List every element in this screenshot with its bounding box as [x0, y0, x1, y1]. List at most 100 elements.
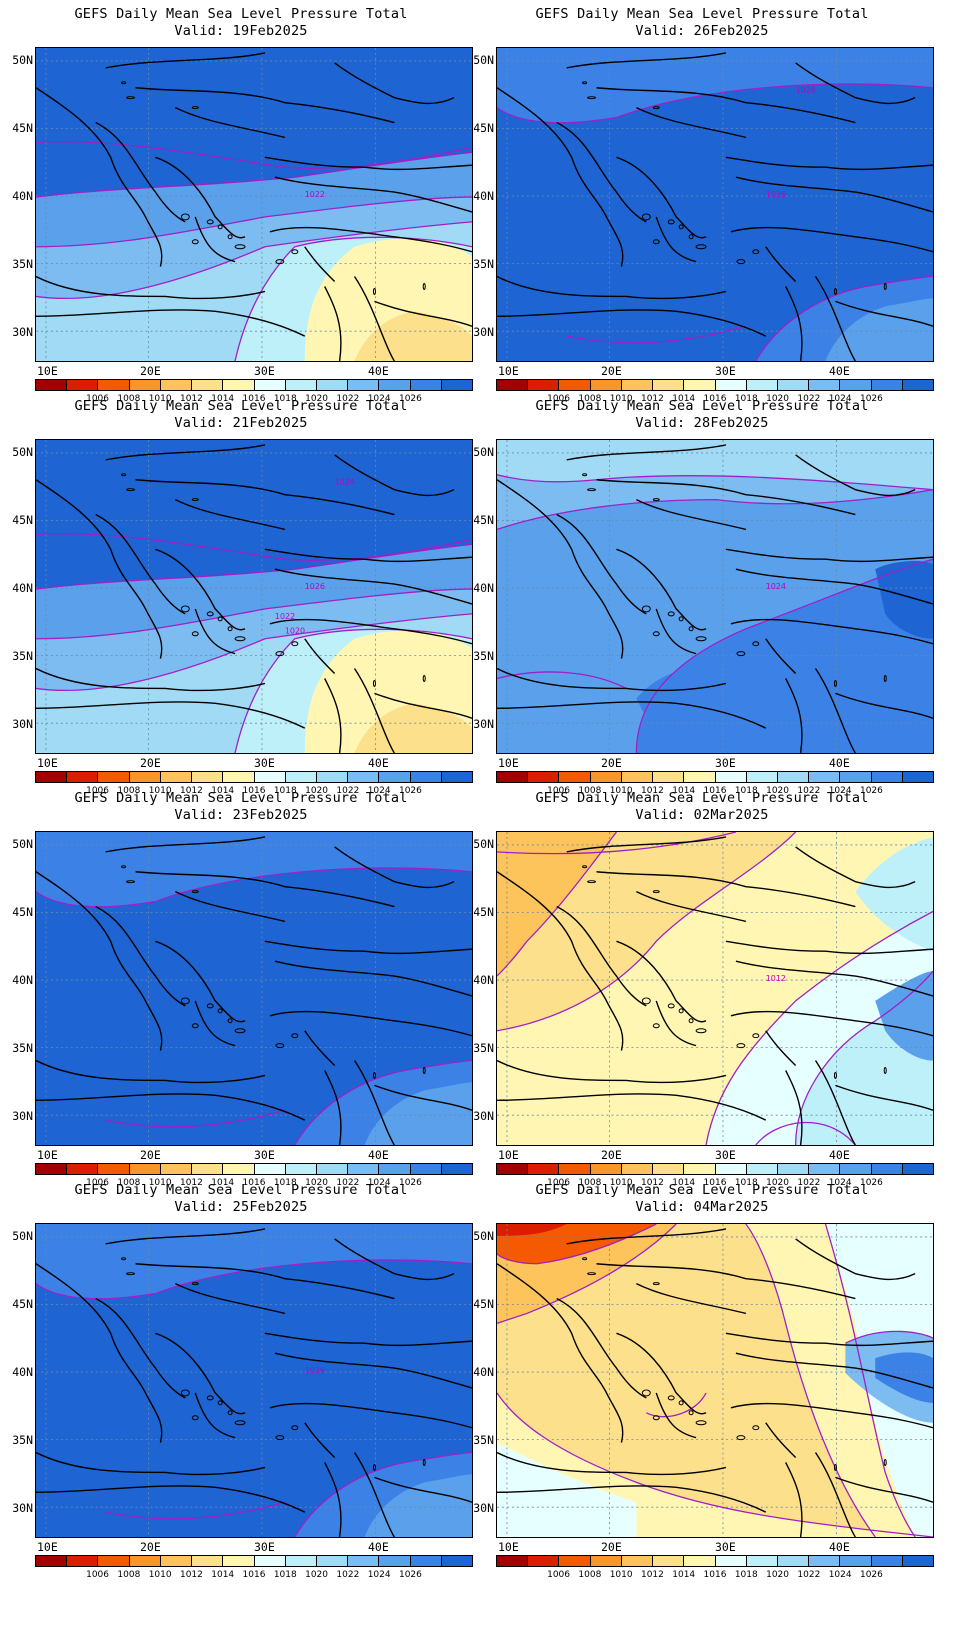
island [291, 1033, 299, 1039]
colorbar [496, 1555, 934, 1567]
isobar-line [36, 613, 472, 691]
colorbar-swatch [192, 380, 224, 390]
colorbar-swatch [98, 1164, 130, 1174]
coastline [556, 121, 647, 223]
pressure-band [497, 1224, 567, 1236]
island [372, 1071, 376, 1079]
isobar-line [566, 325, 747, 344]
island [652, 106, 660, 110]
island [372, 679, 376, 687]
colorbar-swatch [285, 1164, 317, 1174]
coastline [353, 276, 395, 361]
colorbar-label: 1024 [367, 1178, 391, 1188]
coastline [814, 1060, 856, 1145]
colorbar-swatch [36, 772, 68, 782]
coastline [596, 1263, 856, 1300]
colorbar-label: 1012 [179, 1570, 203, 1580]
coastline [814, 276, 856, 361]
island [206, 219, 214, 225]
coastline [264, 548, 472, 563]
longitude-label: 20E [601, 364, 622, 378]
colorbar-label: 1012 [640, 1178, 664, 1188]
isobar-line [36, 196, 472, 248]
coastline [636, 890, 747, 923]
isobar-line [755, 275, 933, 361]
latitude-label: 50N [473, 1229, 494, 1243]
coastline [725, 548, 933, 563]
colorbar-swatch [129, 1164, 161, 1174]
isobar-label: 1022 [275, 612, 295, 621]
coastline [274, 960, 472, 997]
coastline [36, 87, 163, 267]
colorbar-swatch [160, 1556, 193, 1566]
isobar-line [234, 236, 472, 361]
colorbar-swatch [653, 1164, 685, 1174]
colorbar-label: 1008 [578, 394, 602, 404]
longitude-label: 30E [715, 756, 736, 770]
isobar-label: 1024 [335, 478, 355, 487]
colorbar-swatch [223, 772, 255, 782]
panel-title: GEFS Daily Mean Sea Level Pressure Total [535, 6, 869, 22]
latitude-label: 40N [12, 1365, 33, 1379]
latitude-label: 40N [473, 1365, 494, 1379]
longitude-label: 30E [254, 364, 275, 378]
coastline [566, 1228, 727, 1245]
island [652, 1023, 660, 1029]
colorbar-label: 1008 [117, 394, 141, 404]
coastline [374, 692, 472, 719]
colorbar-swatch [223, 1556, 255, 1566]
colorbar-swatch [497, 772, 529, 782]
colorbar-swatch [809, 380, 841, 390]
isobar-line [497, 1392, 933, 1537]
colorbar-label: 1022 [336, 1570, 360, 1580]
island [291, 641, 299, 647]
colorbar-swatch [36, 1164, 68, 1174]
colorbar-label: 1016 [242, 1178, 266, 1188]
colorbar-swatch [67, 1556, 99, 1566]
island [667, 219, 675, 225]
island [121, 1257, 127, 1261]
isobar-line [497, 474, 933, 491]
coastline [374, 1476, 472, 1503]
colorbar-label: 1006 [547, 786, 571, 796]
island [191, 498, 199, 502]
coastline [135, 87, 395, 124]
map-panel: GEFS Daily Mean Sea Level Pressure Total… [461, 1176, 943, 1586]
colorbar-swatch [528, 1556, 560, 1566]
island [275, 1043, 285, 1049]
coastline [374, 1084, 472, 1111]
colorbar-label: 1024 [828, 394, 852, 404]
colorbar-swatch [285, 1556, 317, 1566]
pressure-map: 1024 [496, 439, 934, 754]
isobar-line [234, 628, 472, 753]
coastline [730, 1402, 933, 1429]
colorbar [496, 379, 934, 391]
colorbar-label: 1024 [828, 1570, 852, 1580]
colorbar-swatch [746, 1164, 778, 1174]
colorbar-label: 1022 [797, 1570, 821, 1580]
coastline [36, 667, 266, 692]
colorbar-swatch [715, 772, 747, 782]
coastline [304, 1422, 336, 1458]
island [217, 224, 223, 230]
island [422, 282, 426, 290]
isobar-line [794, 970, 933, 1145]
isobar-line [497, 489, 933, 531]
coastline [105, 444, 266, 461]
colorbar-swatch [348, 772, 380, 782]
colorbar-swatch [902, 1164, 934, 1174]
colorbar-swatch [902, 1556, 934, 1566]
colorbar-swatch [36, 380, 68, 390]
colorbar-label: 1008 [578, 1178, 602, 1188]
island [422, 1066, 426, 1074]
pressure-map: 1026 1026 [496, 47, 934, 362]
isobar-line [105, 1109, 286, 1128]
isobar-line [745, 1224, 876, 1537]
colorbar-label: 1014 [672, 1178, 696, 1188]
coastline [725, 156, 933, 171]
island [752, 1033, 760, 1039]
island [695, 244, 707, 250]
colorbar-swatch [621, 1164, 654, 1174]
longitude-label: 20E [601, 1148, 622, 1162]
colorbar-label: 1006 [547, 1570, 571, 1580]
